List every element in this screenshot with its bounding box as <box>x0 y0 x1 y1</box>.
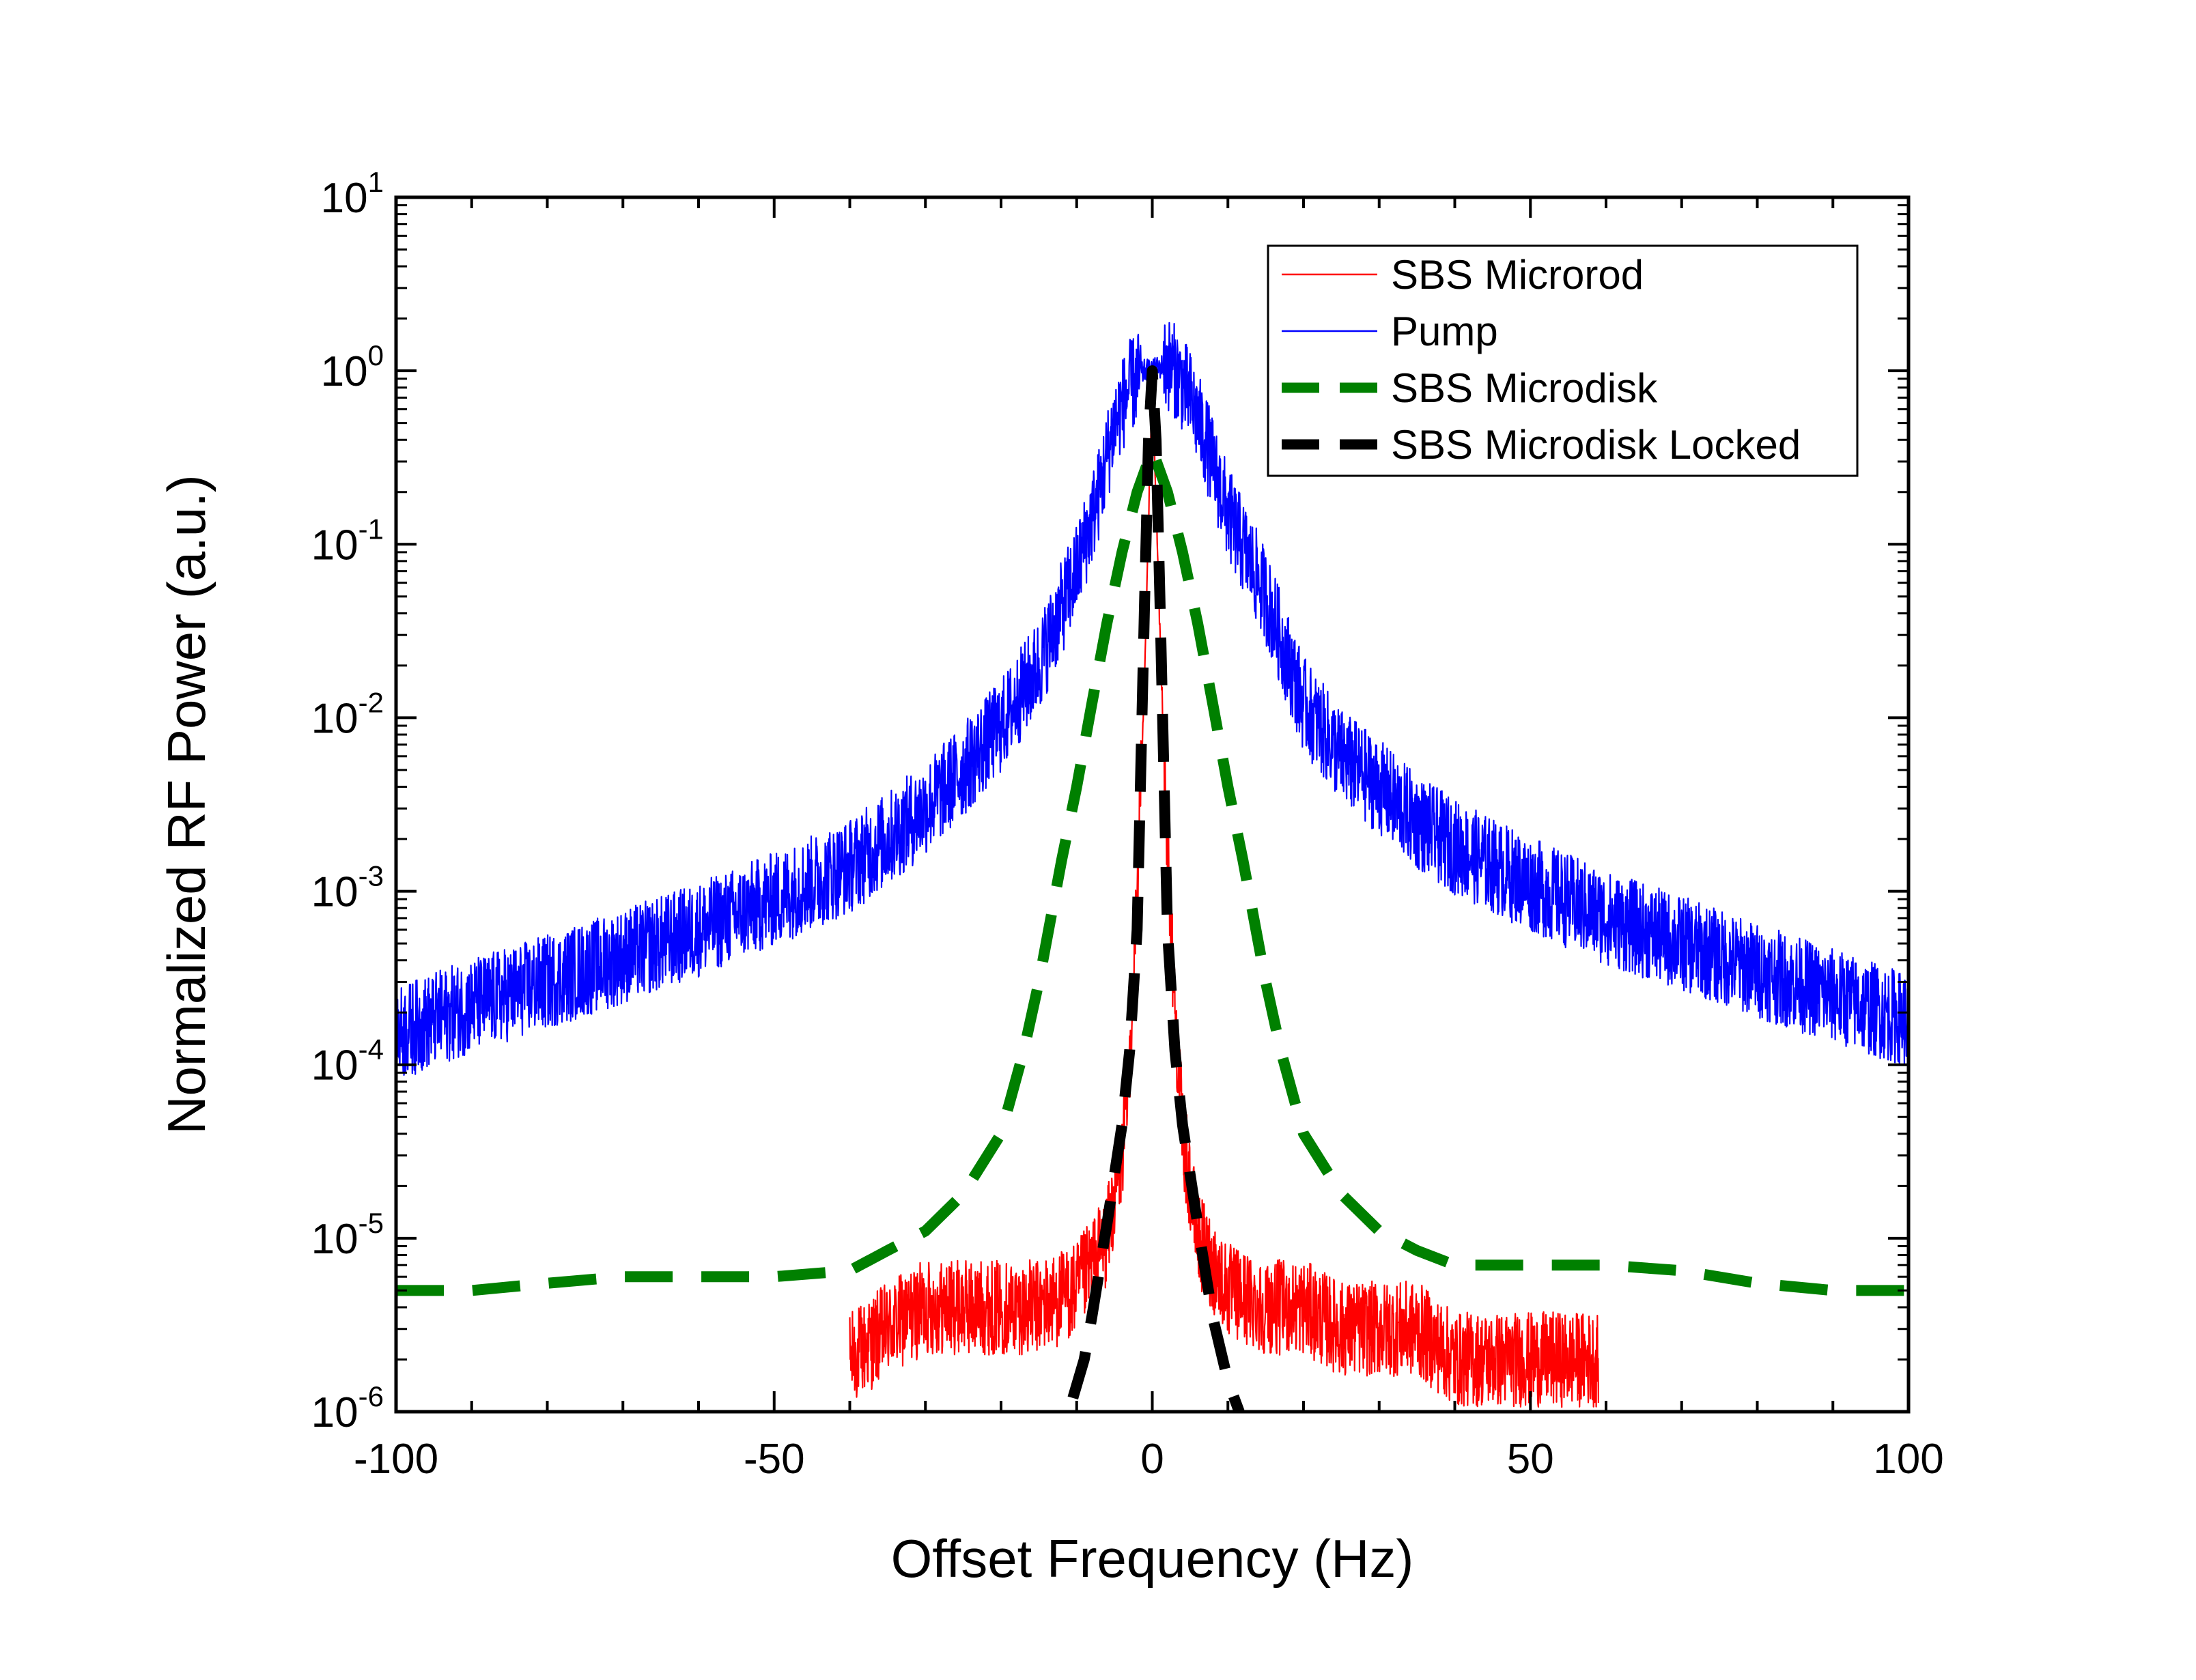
y-tick-label: 10-6 <box>311 1380 384 1436</box>
y-tick-label: 101 <box>321 166 384 222</box>
legend-label: SBS Microdisk <box>1391 365 1658 411</box>
legend-box <box>1267 244 1859 477</box>
x-tick-label: 0 <box>1140 1436 1164 1483</box>
y-tick-exponent: -6 <box>358 1380 384 1412</box>
y-axis-title: Normalized RF Power (a.u.) <box>156 474 216 1135</box>
x-tick-label: 50 <box>1507 1436 1554 1483</box>
legend-label: SBS Microdisk Locked <box>1391 422 1801 468</box>
y-tick-exponent: 0 <box>368 339 384 371</box>
series-line-2 <box>396 444 1909 1296</box>
y-tick-exponent: -5 <box>358 1207 384 1239</box>
y-tick-label: 10-1 <box>311 513 384 569</box>
y-tick-exponent: -3 <box>358 860 384 892</box>
y-tick-exponent: -1 <box>358 513 384 545</box>
legend: SBS Microrod Pump SBS Microdisk SBS Microdi… <box>1267 244 1859 477</box>
series-layer <box>396 322 1909 1412</box>
y-tick-base: 10 <box>321 348 368 395</box>
tick-labels-layer: -100 -50 0 50 10010-610-510-410-310-210-1100… <box>311 166 1944 1483</box>
series-line-3 <box>1067 365 1245 1412</box>
y-tick-base: 10 <box>311 1216 358 1263</box>
y-tick-label: 10-2 <box>311 686 384 742</box>
y-tick-exponent: -4 <box>358 1034 384 1066</box>
y-tick-label: 10-4 <box>311 1034 384 1090</box>
y-tick-base: 10 <box>321 175 368 222</box>
y-tick-base: 10 <box>311 522 358 569</box>
y-tick-exponent: 1 <box>368 166 384 198</box>
y-tick-base: 10 <box>311 869 358 916</box>
series-line-0 <box>849 366 1599 1408</box>
y-tick-exponent: -2 <box>358 686 384 718</box>
legend-label: SBS Microrod <box>1391 252 1644 298</box>
ticks-layer <box>395 196 1910 1413</box>
legend-label: Pump <box>1391 309 1498 354</box>
x-tick-label: -50 <box>744 1436 805 1483</box>
y-tick-base: 10 <box>311 695 358 742</box>
x-axis-title: Offset Frequency (Hz) <box>891 1528 1414 1589</box>
y-tick-label: 10-5 <box>311 1207 384 1263</box>
y-tick-base: 10 <box>311 1042 358 1090</box>
x-tick-label: -100 <box>354 1436 438 1483</box>
y-tick-base: 10 <box>311 1389 358 1436</box>
x-tick-label: 100 <box>1873 1436 1943 1483</box>
y-tick-label: 100 <box>321 339 384 395</box>
y-tick-label: 10-3 <box>311 860 384 916</box>
